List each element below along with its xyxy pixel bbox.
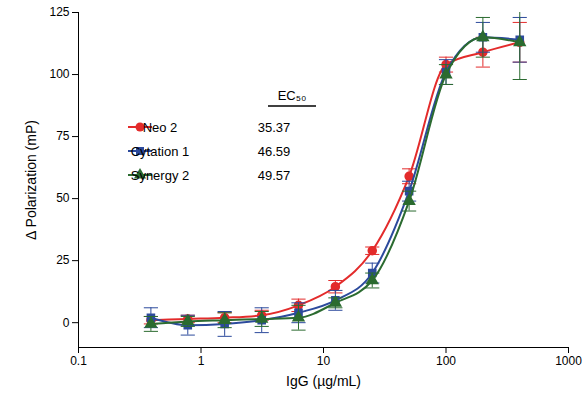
svg-text:35.37: 35.37 (258, 120, 291, 135)
svg-text:49.57: 49.57 (258, 168, 291, 183)
svg-text:1: 1 (198, 354, 205, 368)
svg-text:Cytation 1: Cytation 1 (131, 144, 190, 159)
svg-text:75: 75 (56, 129, 70, 143)
svg-text:EC₅₀: EC₅₀ (278, 88, 307, 103)
svg-text:0: 0 (63, 316, 70, 330)
svg-text:IgG (µg/mL): IgG (µg/mL) (286, 373, 361, 389)
svg-text:25: 25 (56, 253, 70, 267)
svg-text:10: 10 (317, 354, 331, 368)
svg-text:0.1: 0.1 (70, 354, 87, 368)
svg-text:125: 125 (49, 5, 69, 19)
svg-text:100: 100 (436, 354, 456, 368)
svg-text:1000: 1000 (555, 354, 582, 368)
svg-text:Synergy 2: Synergy 2 (131, 168, 190, 183)
svg-text:100: 100 (49, 67, 69, 81)
svg-text:Δ Polarization (mP): Δ Polarization (mP) (23, 120, 39, 240)
svg-text:50: 50 (56, 191, 70, 205)
svg-text:Neo 2: Neo 2 (143, 120, 178, 135)
svg-text:46.59: 46.59 (258, 144, 291, 159)
